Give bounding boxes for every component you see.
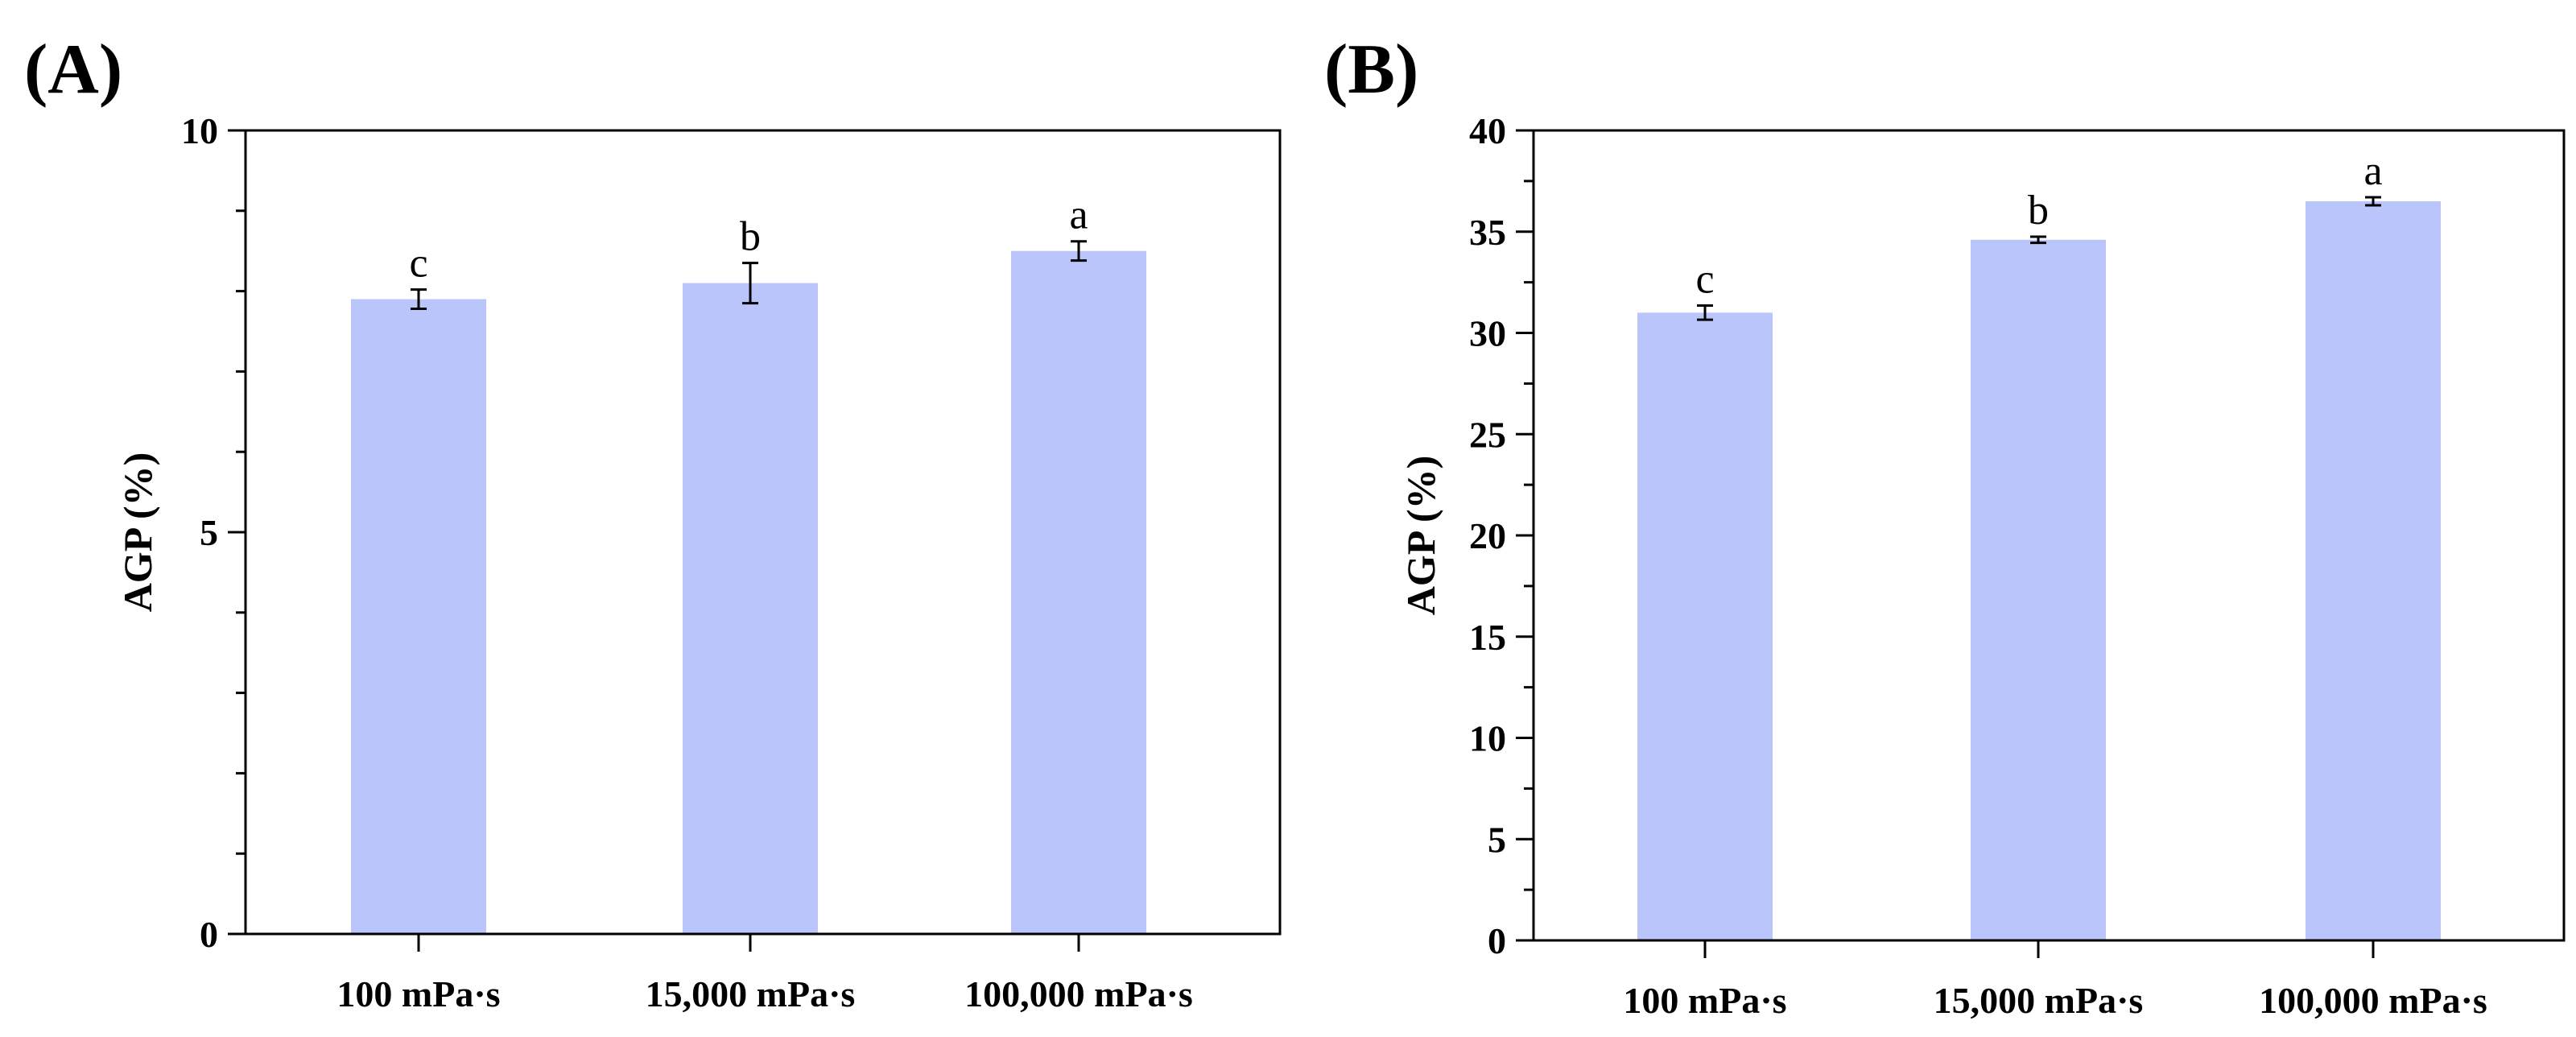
panel-b-error-bar-3 <box>2365 196 2381 207</box>
panel-b-x-tick-label-2: 15,000 mPa·s <box>1934 980 2144 1021</box>
panel-a-x-tick-label-2: 15,000 mPa·s <box>646 973 856 1014</box>
panel-a-error-bar-3 <box>1071 240 1087 262</box>
panel-b-y-tick-label-25: 25 <box>1469 414 1506 455</box>
panel-a-y-tick-label-10: 10 <box>181 110 218 151</box>
panel-a-significance-letter-2: b <box>740 214 761 260</box>
panel-a-significance-letter-3: a <box>1069 192 1088 238</box>
panel-b-x-tick-label-3: 100,000 mPa·s <box>2259 980 2487 1021</box>
panel-b-y-tick-label-20: 20 <box>1469 515 1506 556</box>
panel-b-label: (B) <box>1324 31 1418 109</box>
panel-b-y-tick-label-15: 15 <box>1469 617 1506 658</box>
panel-a-y-tick-label-5: 5 <box>200 512 218 553</box>
panel-a-y-axis-label: AGP (%) <box>115 452 160 613</box>
panel-a-bar-1 <box>351 299 486 935</box>
panel-a-error-bar-1 <box>411 288 427 311</box>
panel-b-y-tick-label-5: 5 <box>1488 819 1506 860</box>
panel-a-x-tick-label-3: 100,000 mPa·s <box>964 973 1193 1014</box>
panel-b-bar-3 <box>2306 201 2441 940</box>
panel-b-x-tick-label-1: 100 mPa·s <box>1623 980 1786 1021</box>
panel-b-y-tick-label-30: 30 <box>1469 313 1506 354</box>
panel-a-error-bar-2 <box>742 262 758 305</box>
panel-a-label: (A) <box>24 31 122 109</box>
panel-b-y-tick-label-0: 0 <box>1488 920 1506 961</box>
panel-a-significance-letter-1: c <box>409 241 427 287</box>
panel-b-bar-2 <box>1971 239 2106 940</box>
panel-a-y-tick-label-0: 0 <box>200 914 218 955</box>
panel-b-y-axis-label: AGP (%) <box>1398 456 1443 616</box>
panel-b-y-tick-label-40: 40 <box>1469 110 1506 151</box>
panel-b-y-tick-label-35: 35 <box>1469 212 1506 253</box>
panel-a-bar-2 <box>683 283 818 934</box>
panel-b-significance-letter-1: c <box>1695 257 1714 303</box>
panel-a-x-tick-label-1: 100 mPa·s <box>336 973 500 1014</box>
panel-b-significance-letter-3: a <box>2363 148 2382 194</box>
panel-b-y-tick-label-10: 10 <box>1469 718 1506 759</box>
panel-b-error-bar-2 <box>2030 235 2046 245</box>
panel-b-significance-letter-2: b <box>2028 188 2049 233</box>
panel-b-bar-1 <box>1637 312 1773 941</box>
panel-b-error-bar-1 <box>1697 304 1713 321</box>
panel-a-bar-3 <box>1011 250 1146 934</box>
